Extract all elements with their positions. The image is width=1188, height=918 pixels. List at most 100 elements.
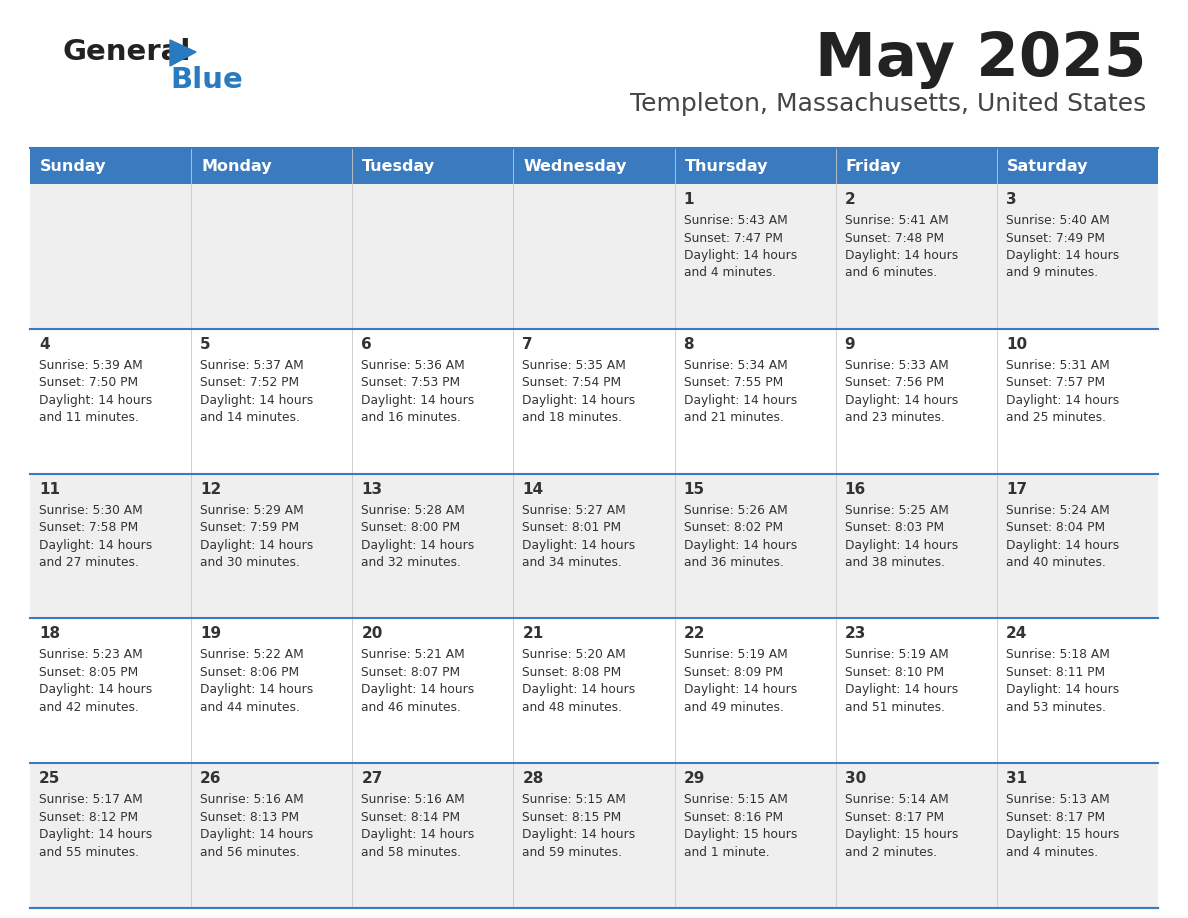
Text: Templeton, Massachusetts, United States: Templeton, Massachusetts, United States (630, 92, 1146, 116)
Bar (997, 763, 1158, 908)
Text: Daylight: 15 hours: Daylight: 15 hours (1006, 828, 1119, 841)
Text: Sunrise: 5:13 AM: Sunrise: 5:13 AM (1006, 793, 1110, 806)
Text: 4: 4 (39, 337, 50, 352)
Text: Sunset: 7:59 PM: Sunset: 7:59 PM (200, 521, 299, 534)
Text: Sunset: 7:57 PM: Sunset: 7:57 PM (1006, 376, 1105, 389)
Text: 31: 31 (1006, 771, 1026, 786)
Bar (30, 474, 191, 619)
Text: Daylight: 14 hours: Daylight: 14 hours (683, 394, 797, 407)
Text: and 1 minute.: and 1 minute. (683, 845, 769, 858)
Text: Daylight: 14 hours: Daylight: 14 hours (1006, 539, 1119, 552)
Text: 7: 7 (523, 337, 533, 352)
Text: 19: 19 (200, 626, 221, 642)
Text: 6: 6 (361, 337, 372, 352)
Bar (513, 148, 675, 184)
Text: Sunset: 8:11 PM: Sunset: 8:11 PM (1006, 666, 1105, 679)
Text: Daylight: 14 hours: Daylight: 14 hours (361, 828, 474, 841)
Text: Wednesday: Wednesday (524, 159, 627, 174)
Text: 10: 10 (1006, 337, 1026, 352)
Text: Daylight: 14 hours: Daylight: 14 hours (845, 683, 958, 697)
Text: 3: 3 (1006, 192, 1017, 207)
Text: 26: 26 (200, 771, 222, 786)
Text: Sunrise: 5:21 AM: Sunrise: 5:21 AM (361, 648, 465, 661)
Bar (191, 474, 353, 619)
Text: Sunrise: 5:33 AM: Sunrise: 5:33 AM (845, 359, 948, 372)
Text: and 40 minutes.: and 40 minutes. (1006, 556, 1106, 569)
Bar (675, 474, 835, 619)
Text: Sunrise: 5:15 AM: Sunrise: 5:15 AM (683, 793, 788, 806)
Text: Sunrise: 5:36 AM: Sunrise: 5:36 AM (361, 359, 465, 372)
Text: Sunrise: 5:16 AM: Sunrise: 5:16 AM (200, 793, 304, 806)
Text: Daylight: 14 hours: Daylight: 14 hours (361, 539, 474, 552)
Text: 8: 8 (683, 337, 694, 352)
Text: Sunrise: 5:25 AM: Sunrise: 5:25 AM (845, 504, 948, 517)
Text: Sunset: 8:03 PM: Sunset: 8:03 PM (845, 521, 943, 534)
Text: 1: 1 (683, 192, 694, 207)
Text: 12: 12 (200, 482, 221, 497)
Text: Daylight: 15 hours: Daylight: 15 hours (683, 828, 797, 841)
Text: Daylight: 14 hours: Daylight: 14 hours (361, 683, 474, 697)
Bar (30, 184, 191, 329)
Text: Sunset: 8:16 PM: Sunset: 8:16 PM (683, 811, 783, 823)
Text: Daylight: 14 hours: Daylight: 14 hours (200, 683, 314, 697)
Text: Sunrise: 5:17 AM: Sunrise: 5:17 AM (39, 793, 143, 806)
Text: Sunrise: 5:31 AM: Sunrise: 5:31 AM (1006, 359, 1110, 372)
Text: 9: 9 (845, 337, 855, 352)
Bar (30, 329, 191, 474)
Bar (191, 763, 353, 908)
Bar (30, 619, 191, 763)
Text: 14: 14 (523, 482, 544, 497)
Text: Sunrise: 5:28 AM: Sunrise: 5:28 AM (361, 504, 466, 517)
Text: 25: 25 (39, 771, 61, 786)
Bar (997, 184, 1158, 329)
Text: 13: 13 (361, 482, 383, 497)
Text: 20: 20 (361, 626, 383, 642)
Text: and 56 minutes.: and 56 minutes. (200, 845, 301, 858)
Bar (513, 763, 675, 908)
Bar (513, 329, 675, 474)
Text: and 9 minutes.: and 9 minutes. (1006, 266, 1098, 279)
Text: Saturday: Saturday (1007, 159, 1088, 174)
Text: Sunday: Sunday (40, 159, 107, 174)
Text: Sunrise: 5:23 AM: Sunrise: 5:23 AM (39, 648, 143, 661)
Text: Sunset: 8:15 PM: Sunset: 8:15 PM (523, 811, 621, 823)
Text: Sunset: 8:17 PM: Sunset: 8:17 PM (1006, 811, 1105, 823)
Bar (835, 619, 997, 763)
Text: and 59 minutes.: and 59 minutes. (523, 845, 623, 858)
Bar (675, 148, 835, 184)
Text: Daylight: 14 hours: Daylight: 14 hours (39, 539, 152, 552)
Text: and 6 minutes.: and 6 minutes. (845, 266, 937, 279)
Bar (513, 184, 675, 329)
Text: 28: 28 (523, 771, 544, 786)
Bar (353, 148, 513, 184)
Text: Sunset: 8:05 PM: Sunset: 8:05 PM (39, 666, 138, 679)
Text: Sunset: 8:10 PM: Sunset: 8:10 PM (845, 666, 943, 679)
Text: Daylight: 14 hours: Daylight: 14 hours (200, 394, 314, 407)
Text: Sunset: 7:55 PM: Sunset: 7:55 PM (683, 376, 783, 389)
Text: Daylight: 14 hours: Daylight: 14 hours (845, 394, 958, 407)
Text: Sunset: 7:54 PM: Sunset: 7:54 PM (523, 376, 621, 389)
Text: Daylight: 15 hours: Daylight: 15 hours (845, 828, 958, 841)
Text: Sunrise: 5:18 AM: Sunrise: 5:18 AM (1006, 648, 1110, 661)
Text: and 32 minutes.: and 32 minutes. (361, 556, 461, 569)
Bar (675, 619, 835, 763)
Text: Sunrise: 5:14 AM: Sunrise: 5:14 AM (845, 793, 948, 806)
Text: and 18 minutes.: and 18 minutes. (523, 411, 623, 424)
Text: Daylight: 14 hours: Daylight: 14 hours (523, 828, 636, 841)
Text: Thursday: Thursday (684, 159, 769, 174)
Polygon shape (170, 40, 196, 66)
Text: Daylight: 14 hours: Daylight: 14 hours (200, 539, 314, 552)
Bar (835, 184, 997, 329)
Text: and 25 minutes.: and 25 minutes. (1006, 411, 1106, 424)
Text: Daylight: 14 hours: Daylight: 14 hours (39, 828, 152, 841)
Text: and 58 minutes.: and 58 minutes. (361, 845, 461, 858)
Text: and 2 minutes.: and 2 minutes. (845, 845, 937, 858)
Text: Sunset: 7:53 PM: Sunset: 7:53 PM (361, 376, 461, 389)
Bar (997, 619, 1158, 763)
Text: Daylight: 14 hours: Daylight: 14 hours (683, 683, 797, 697)
Bar (30, 148, 191, 184)
Bar (997, 148, 1158, 184)
Text: and 23 minutes.: and 23 minutes. (845, 411, 944, 424)
Text: Sunrise: 5:43 AM: Sunrise: 5:43 AM (683, 214, 788, 227)
Text: Sunset: 8:01 PM: Sunset: 8:01 PM (523, 521, 621, 534)
